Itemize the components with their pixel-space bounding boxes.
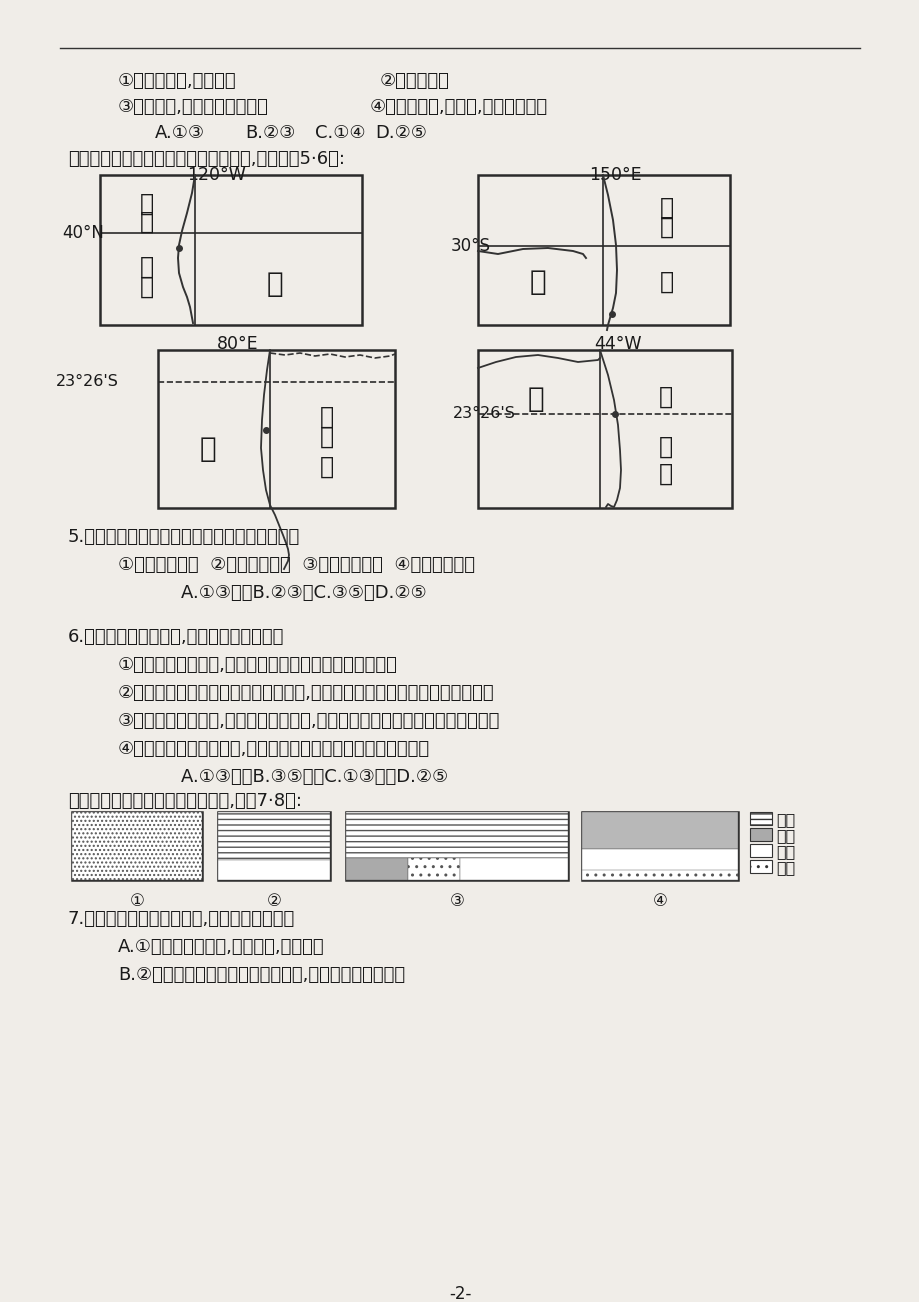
Text: B.②③: B.②③ (244, 124, 295, 142)
Text: 洋: 洋 (320, 454, 334, 479)
Text: 荒漠: 荒漠 (775, 861, 794, 875)
Text: ①甲国农业高度发达,是世界上最大的簮食生产国和出口国: ①甲国农业高度发达,是世界上最大的簮食生产国和出口国 (118, 656, 397, 674)
Text: ①冬季晴天多,阳光充足: ①冬季晴天多,阳光充足 (118, 72, 236, 90)
Text: ②: ② (267, 892, 281, 910)
Text: ③: ③ (449, 892, 464, 910)
Bar (346, 812, 567, 880)
Bar (100, 174, 361, 326)
Bar (218, 812, 330, 880)
Text: ①人力资源充足  ②矿产资源丰富  ③海洋运输便利  ④科学技术先进: ①人力资源充足 ②矿产资源丰富 ③海洋运输便利 ④科学技术先进 (118, 556, 474, 574)
Text: 耕地: 耕地 (775, 812, 794, 827)
Text: 30°S: 30°S (450, 237, 491, 255)
Text: 5.图中四国发展工业的共同优势条件是（　　）: 5.图中四国发展工业的共同优势条件是（ ） (68, 529, 300, 546)
Text: 洋: 洋 (140, 275, 153, 299)
Text: 下图为世界上四个国家局部地区示意图,读图回答5·6题:: 下图为世界上四个国家局部地区示意图,读图回答5·6题: (68, 150, 345, 168)
Text: 150°E: 150°E (588, 165, 641, 184)
Bar (478, 350, 732, 508)
Text: 下面为四国土地分布模式图。读图,回答7·8题:: 下面为四国土地分布模式图。读图,回答7·8题: (68, 792, 301, 810)
Text: 平: 平 (140, 255, 153, 279)
Bar (346, 812, 567, 858)
Text: B.②国西部以高大的山地和高原为主,草地、林地面积广大: B.②国西部以高大的山地和高原为主,草地、林地面积广大 (118, 966, 404, 984)
Text: 23°26'S: 23°26'S (56, 375, 119, 389)
Text: A.①③　　B.③⑤　　C.①③　　D.②⑤: A.①③ B.③⑤ C.①③ D.②⑤ (158, 768, 448, 786)
Text: 7.关于四国土地分布的叙述,正确的是（　　）: 7.关于四国土地分布的叙述,正确的是（ ） (68, 910, 295, 928)
Text: 44°W: 44°W (594, 335, 641, 353)
Text: 平: 平 (659, 215, 674, 240)
Text: C.①④: C.①④ (314, 124, 365, 142)
Text: A.①③: A.①③ (154, 124, 205, 142)
Text: 120°W: 120°W (187, 165, 246, 184)
Text: 甲: 甲 (267, 270, 283, 298)
Text: 丙: 丙 (199, 435, 216, 464)
Text: 平: 平 (140, 210, 153, 234)
Text: ③丙国耕地面积广大,农业发展条件优越,主要作物有水稺、棉花、茶叶、黄鹻等: ③丙国耕地面积广大,农业发展条件优越,主要作物有水稺、棉花、茶叶、黄鹻等 (118, 712, 500, 730)
Bar (582, 812, 737, 849)
Text: 太: 太 (659, 197, 674, 220)
Text: 40°N: 40°N (62, 224, 104, 242)
Text: 林地: 林地 (775, 828, 794, 842)
Text: ④丁国自然环境差异明显,人口和城市主要分布在东南部沿海地带: ④丁国自然环境差异明显,人口和城市主要分布在东南部沿海地带 (118, 740, 430, 758)
Text: 洋: 洋 (658, 462, 673, 486)
Text: 6.有关四国特征的描述,不正确的是（　　）: 6.有关四国特征的描述,不正确的是（ ） (68, 628, 284, 646)
Text: 度: 度 (320, 424, 334, 449)
Bar (72, 812, 202, 880)
Bar (72, 812, 202, 880)
Text: 23°26'S: 23°26'S (452, 406, 516, 422)
Text: ②乙国在丰富的燤炭和铁矿资源基础上,建立了发达的钔鐵工业和机械制造工业: ②乙国在丰富的燤炭和铁矿资源基础上,建立了发达的钔鐵工业和机械制造工业 (118, 684, 494, 702)
Text: 西: 西 (658, 435, 673, 460)
Text: A.①③　　B.②③　C.③⑤　D.②⑤: A.①③ B.②③ C.③⑤ D.②⑤ (158, 585, 426, 602)
Bar (218, 861, 330, 880)
Text: 80°E: 80°E (217, 335, 258, 353)
Bar (749, 844, 771, 857)
Text: -2-: -2- (448, 1285, 471, 1302)
Bar (158, 350, 394, 508)
Bar (749, 828, 771, 841)
Text: 印: 印 (320, 405, 334, 428)
Bar (582, 812, 737, 880)
Bar (218, 812, 330, 861)
Text: ④附近有高山,积雪多,利于冰雪项目: ④附近有高山,积雪多,利于冰雪项目 (369, 98, 548, 116)
Bar (478, 174, 729, 326)
Text: 大: 大 (658, 385, 673, 409)
Text: ④: ④ (652, 892, 666, 910)
Text: ③河网密布,便于开展水上项目: ③河网密布,便于开展水上项目 (118, 98, 268, 116)
Bar (749, 812, 771, 825)
Bar (407, 858, 460, 880)
Text: ①: ① (130, 892, 144, 910)
Text: 丁: 丁 (528, 385, 544, 413)
Text: A.①国地处大陆内部,降水稀少,荒漠广布: A.①国地处大陆内部,降水稀少,荒漠广布 (118, 937, 324, 956)
Text: ②冬季降水多: ②冬季降水多 (380, 72, 449, 90)
Bar (346, 858, 407, 880)
Bar (582, 870, 737, 880)
Bar (582, 849, 737, 880)
Text: 草地: 草地 (775, 844, 794, 859)
Text: 太: 太 (140, 191, 153, 216)
Text: D.②⑤: D.②⑤ (375, 124, 426, 142)
Bar (460, 858, 567, 880)
Text: 乙: 乙 (529, 268, 546, 296)
Bar (749, 861, 771, 874)
Text: 洋: 洋 (659, 270, 674, 294)
